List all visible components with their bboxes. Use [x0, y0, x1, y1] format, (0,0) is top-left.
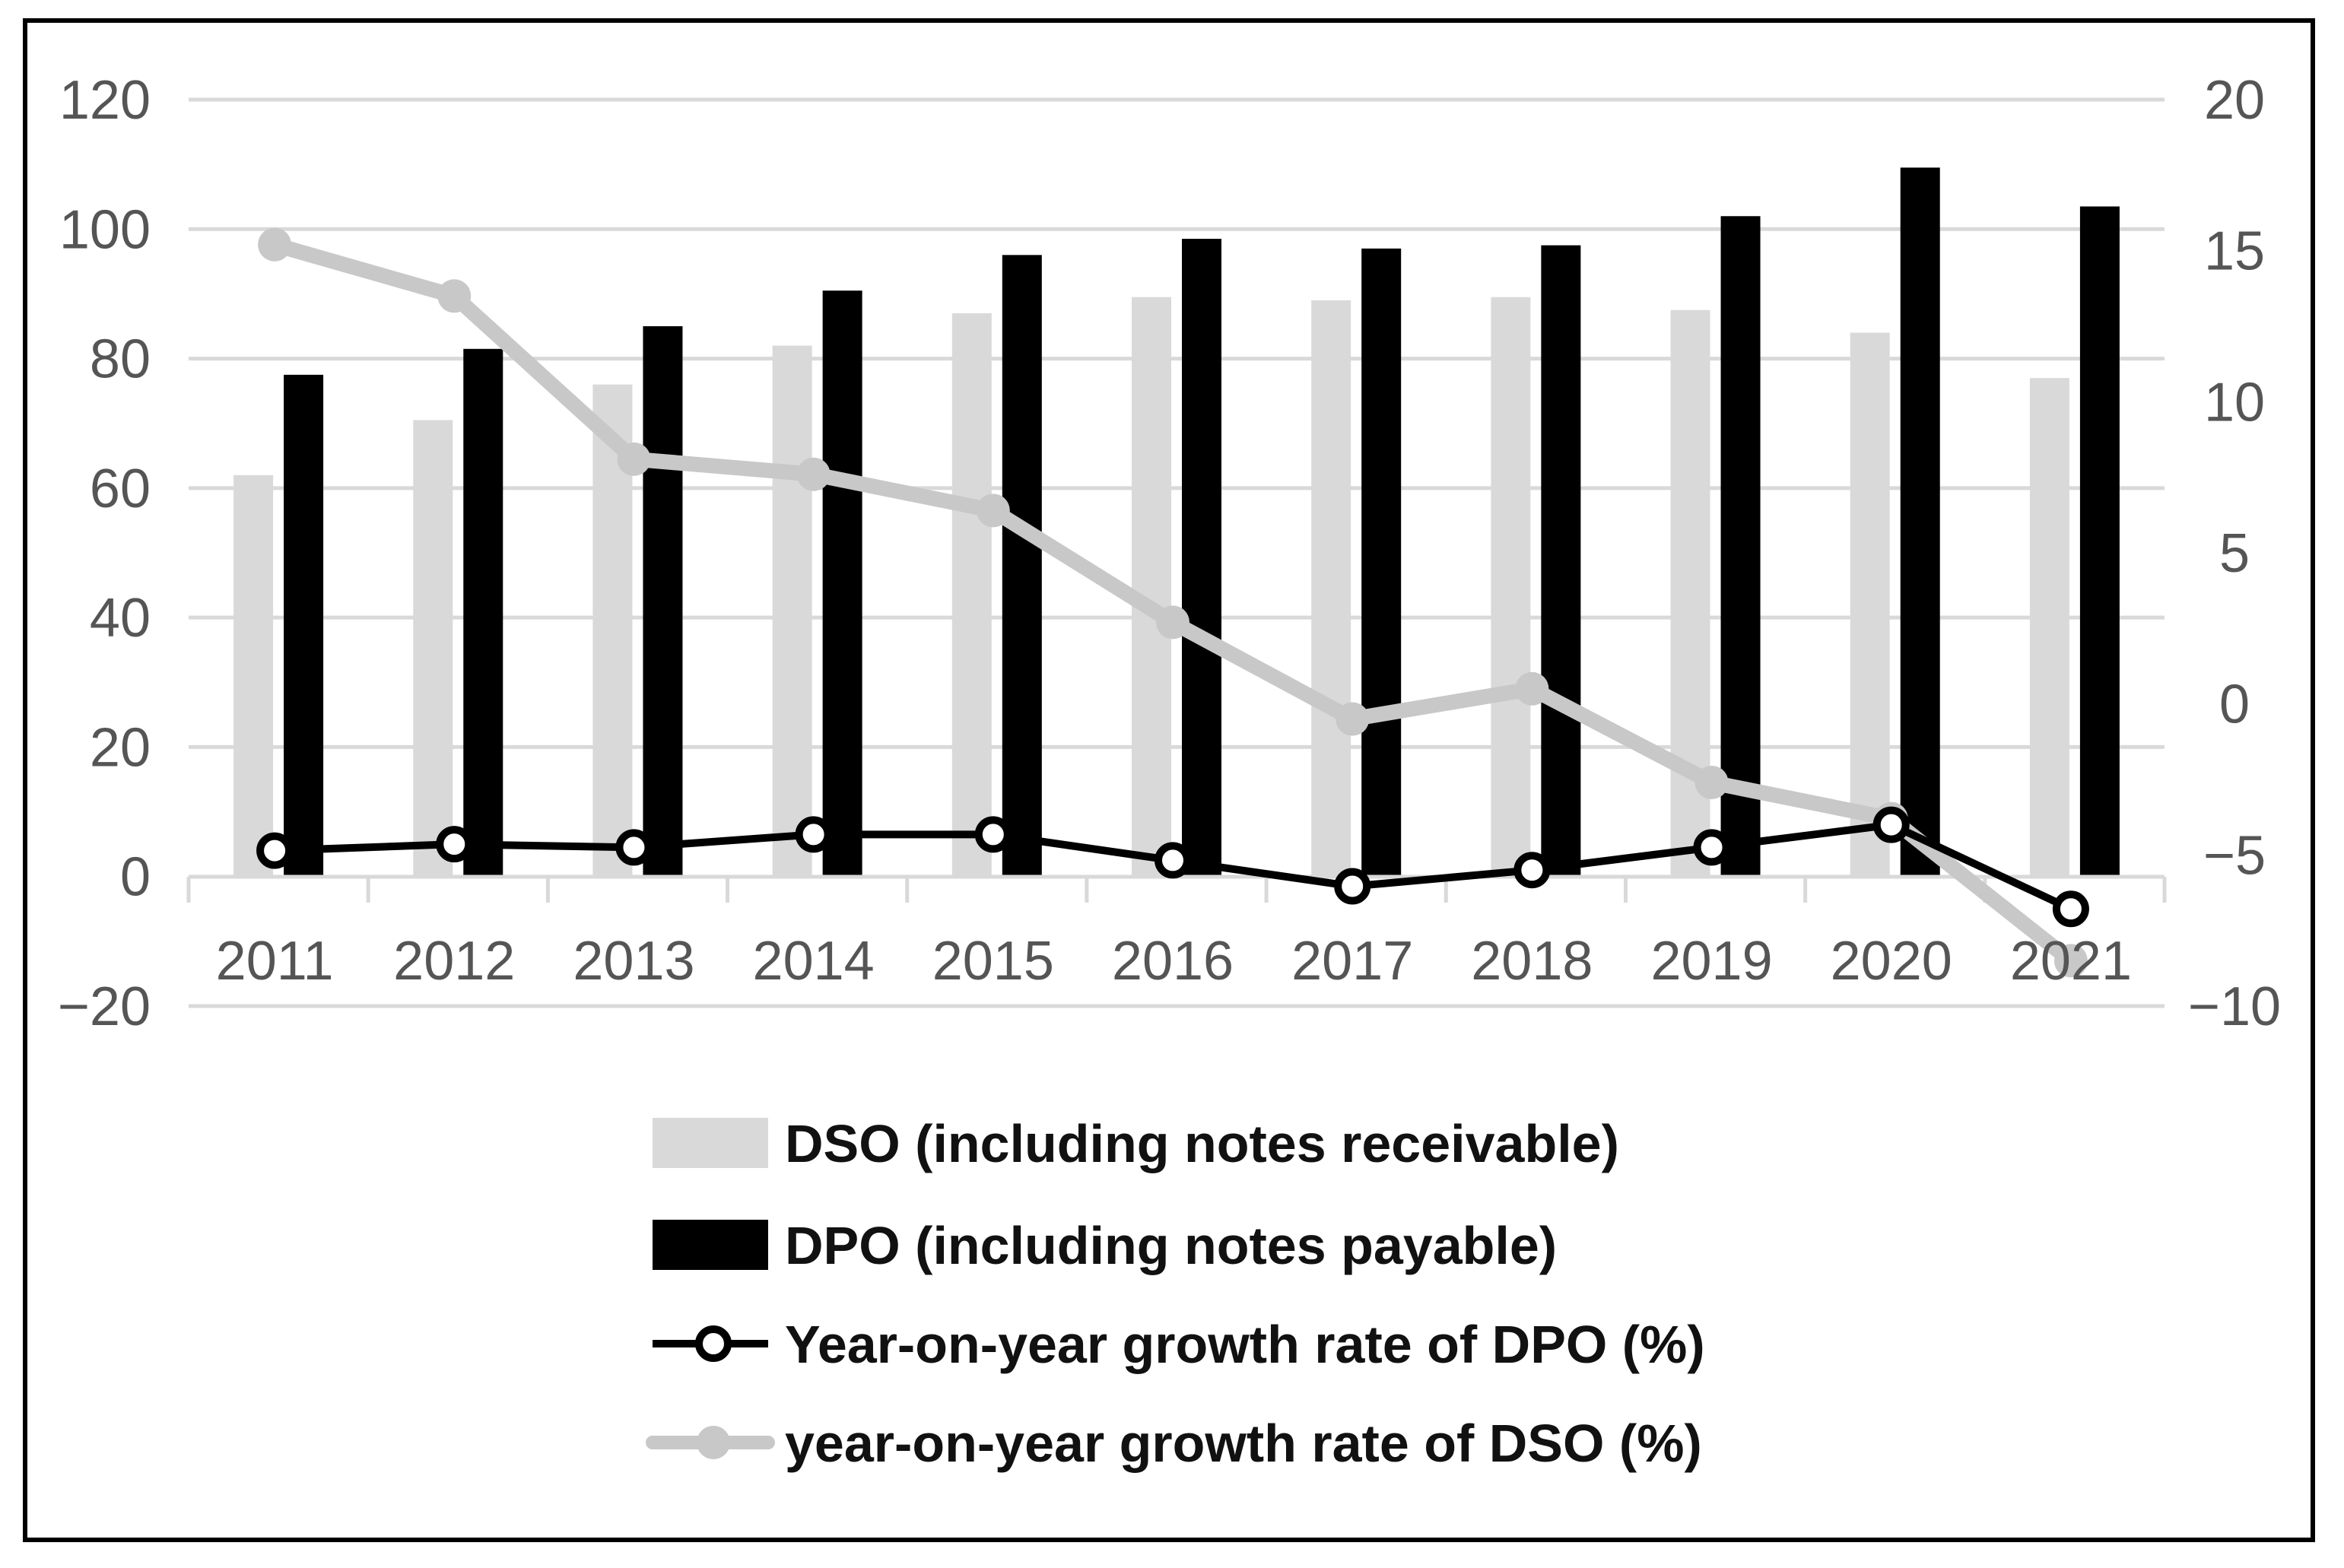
dpo-bar-2020: [1900, 167, 1940, 877]
y-right-tick-label: 10: [2204, 372, 2265, 433]
legend-label-3: year-on-year growth rate of DSO (%): [785, 1414, 1702, 1473]
x-tick-label-2015: 2015: [932, 931, 1054, 992]
dpo-growth-point-2012: [436, 826, 473, 863]
x-tick-label-2013: 2013: [573, 931, 694, 992]
dso-growth-point-2021: [2053, 944, 2088, 978]
y-right-tick-label: 15: [2204, 221, 2265, 282]
dpo-bar-2013: [643, 326, 683, 877]
dpo-growth-point-2021: [2052, 890, 2089, 928]
dpo-bar-2018: [1541, 245, 1581, 878]
dso-growth-point-2015: [976, 494, 1010, 528]
x-tick-label-2020: 2020: [1831, 931, 1952, 992]
dpo-growth-point-2011: [256, 832, 294, 869]
dpo-growth-point-2020: [1872, 806, 1910, 843]
y-right-tick-label: −5: [2203, 825, 2266, 886]
legend-label-0: DSO (including notes receivable): [785, 1114, 1619, 1173]
dso-bar-2018: [1491, 297, 1531, 878]
dpo-growth-point-2018: [1513, 852, 1551, 889]
x-tick-label-2018: 2018: [1471, 931, 1593, 992]
legend-marker-dpo-growth: [695, 1325, 732, 1362]
x-axis: [186, 874, 2167, 903]
y-left-tick-label: 100: [59, 199, 151, 260]
dso-growth-point-2017: [1336, 702, 1370, 736]
dpo-bar-2011: [284, 374, 324, 877]
y-right-tick-label: 5: [2219, 523, 2250, 584]
dso-growth-point-2011: [258, 227, 292, 262]
dpo-growth-point-2015: [974, 816, 1012, 853]
dso-growth-point-2014: [796, 457, 831, 491]
dso-bar-2020: [1850, 332, 1890, 877]
legend-label-1: DPO (including notes payable): [785, 1216, 1557, 1275]
dpo-growth-point-2014: [795, 816, 832, 853]
legend-swatch-dpo: [653, 1220, 768, 1270]
y-right-tick-label: 20: [2204, 70, 2265, 131]
dpo-bar-2019: [1720, 216, 1761, 877]
x-tick-label-2014: 2014: [753, 931, 875, 992]
dpo-growth-point-2017: [1334, 868, 1371, 905]
dpo-bar-2016: [1182, 239, 1221, 877]
y-left-tick-label: 20: [90, 717, 151, 778]
dso-bar-2015: [951, 313, 992, 877]
dso-growth-point-2019: [1694, 765, 1729, 799]
x-tick-label-2019: 2019: [1650, 931, 1772, 992]
dso-growth-point-2018: [1515, 671, 1549, 706]
dso-growth-point-2012: [437, 279, 472, 313]
y-left-tick-label: 80: [90, 329, 151, 390]
x-tick-label-2017: 2017: [1291, 931, 1413, 992]
dso-bar-2011: [233, 475, 274, 877]
legend-swatch-dso: [653, 1118, 768, 1168]
legend-marker-dso-growth: [697, 1426, 730, 1459]
dpo-bar-2017: [1361, 248, 1402, 877]
y-left-tick-label: 0: [120, 847, 151, 908]
dso-bar-2017: [1311, 300, 1351, 877]
y-left-tick-label: 120: [59, 70, 151, 131]
x-tick-label-2011: 2011: [216, 931, 334, 992]
y-left-tick-label: 60: [90, 459, 151, 519]
x-tick-label-2021: 2021: [2010, 931, 2132, 992]
legend: DSO (including notes receivable) DPO (inc…: [646, 1114, 1705, 1473]
dso-bar-2016: [1132, 297, 1171, 878]
dpo-bar-2015: [1002, 255, 1042, 877]
dpo-growth-point-2013: [615, 829, 653, 866]
legend-label-2: Year-on-year growth rate of DPO (%): [785, 1315, 1705, 1374]
dpo-growth-point-2016: [1155, 842, 1191, 879]
y-right-tick-label: 0: [2219, 674, 2250, 735]
bars: [233, 167, 2120, 878]
dso-growth-point-2013: [617, 442, 651, 476]
y-right-tick-label: −10: [2188, 976, 2281, 1037]
dpo-bar-2012: [463, 348, 503, 877]
dpo-growth-point-2019: [1693, 829, 1730, 866]
dso-bar-2012: [413, 420, 453, 877]
dso-bar-2014: [772, 345, 812, 877]
dpo-bar-2014: [822, 290, 862, 878]
y-left-tick-label: −20: [58, 976, 151, 1037]
lines: [256, 227, 2089, 978]
dpo-bar-2021: [2079, 206, 2120, 877]
x-tick-label-2012: 2012: [393, 931, 515, 992]
dso-bar-2021: [2029, 378, 2069, 878]
dso-growth-point-2016: [1156, 605, 1189, 640]
x-tick-label-2016: 2016: [1112, 931, 1234, 992]
y-left-tick-label: 40: [90, 588, 151, 649]
